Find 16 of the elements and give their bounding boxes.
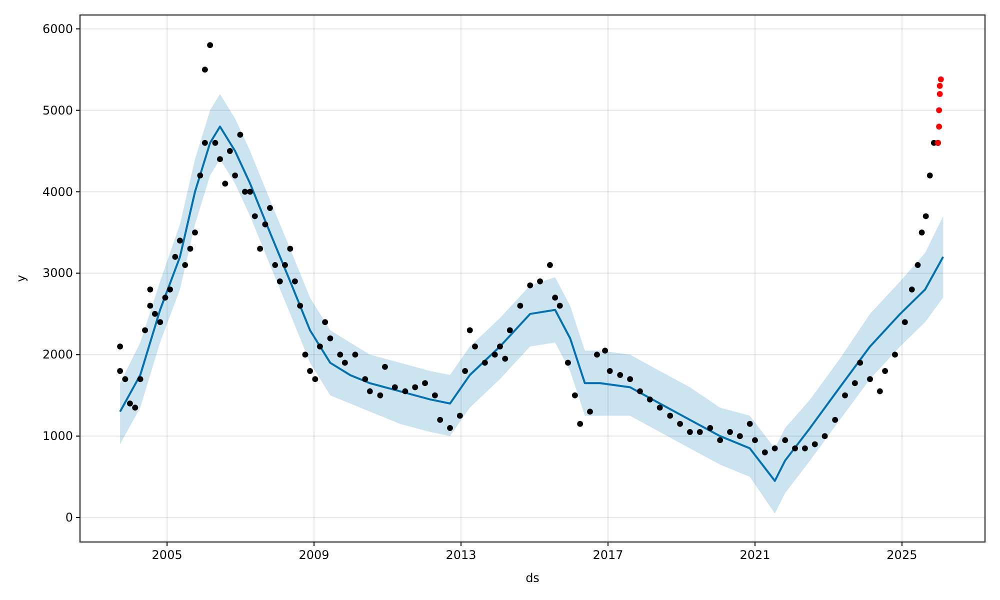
y-tick-label: 2000 bbox=[42, 348, 73, 362]
x-tick-label: 2005 bbox=[152, 548, 182, 562]
y-tick-label: 0 bbox=[65, 510, 73, 525]
x-tick-label: 2017 bbox=[592, 548, 624, 562]
y-tick-label: 3000 bbox=[42, 266, 73, 280]
x-tick-label: 2009 bbox=[298, 548, 330, 562]
y-tick-label: 4000 bbox=[42, 184, 73, 199]
y-tick-label: 5000 bbox=[42, 103, 73, 118]
x-axis-title: ds bbox=[526, 571, 540, 585]
x-tick-label: 2021 bbox=[740, 548, 770, 562]
x-tick-label: 2013 bbox=[446, 548, 476, 562]
y-tick-label: 1000 bbox=[42, 429, 73, 444]
y-axis-title: y bbox=[14, 274, 28, 282]
x-tick-label: 2025 bbox=[886, 548, 918, 562]
line-series bbox=[119, 126, 944, 482]
y-tick-label: 6000 bbox=[42, 22, 73, 36]
